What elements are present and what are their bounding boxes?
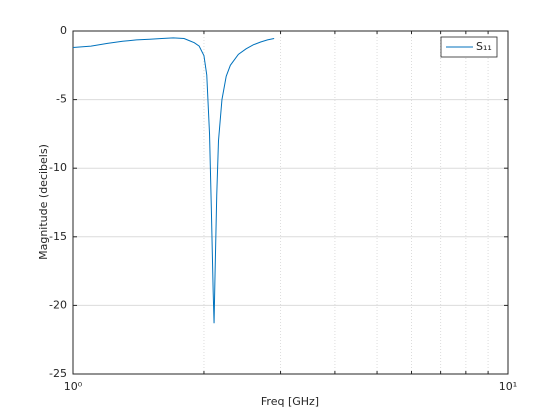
y-axis-label: Magnitude (decibels) (37, 144, 50, 260)
plot-area (73, 31, 508, 374)
y-tick-label: -5 (56, 93, 67, 106)
x-tick-label: 10¹ (499, 380, 517, 393)
y-tick-label: -10 (49, 161, 67, 174)
legend-label: S₁₁ (476, 40, 492, 53)
axes-box (72, 30, 509, 375)
line-series (72, 37, 275, 324)
y-tick-label: -20 (49, 298, 67, 311)
y-tick-label: 0 (60, 24, 67, 37)
x-axis-label: Freq [GHz] (261, 395, 319, 408)
y-tick-label: -25 (49, 367, 67, 380)
x-tick-label: 10⁰ (64, 380, 83, 393)
y-tick-label: -15 (49, 230, 67, 243)
